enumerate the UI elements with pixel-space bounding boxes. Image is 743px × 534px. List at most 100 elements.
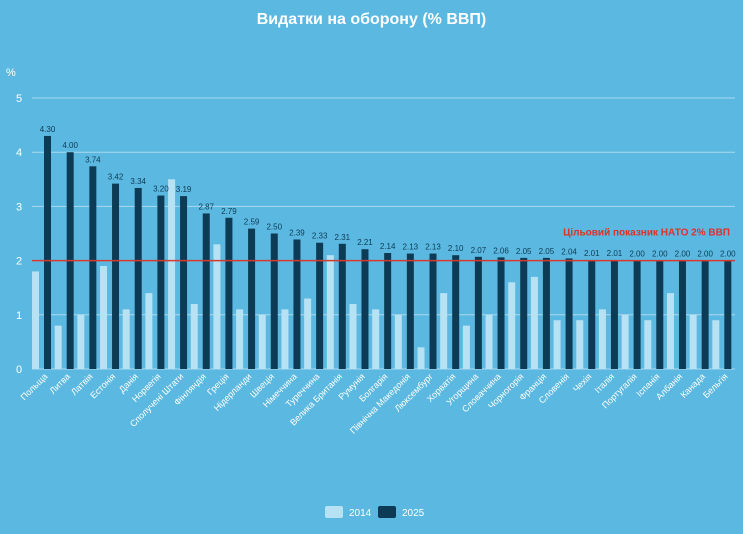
bar-2025 (678, 260, 686, 369)
bar-2025 (338, 243, 346, 369)
bar-2014 (621, 314, 629, 369)
bar-2025 (89, 166, 97, 369)
bar-2014 (213, 244, 221, 369)
data-label-2025: 2.50 (266, 223, 282, 232)
bar-2014 (644, 320, 652, 369)
y-axis-label: % (6, 67, 16, 79)
bar-2014 (530, 276, 538, 369)
bar-2014 (281, 309, 289, 369)
data-label-2025: 2.00 (697, 250, 713, 259)
bar-2025 (293, 239, 301, 369)
bar-2014 (394, 314, 402, 369)
bar-2025 (656, 260, 664, 369)
bar-2025 (202, 213, 210, 369)
data-label-2025: 2.07 (471, 246, 487, 255)
data-label-2025: 2.00 (675, 250, 691, 259)
data-label-2025: 2.05 (516, 247, 532, 256)
bar-2014 (190, 303, 198, 369)
data-label-2025: 2.10 (448, 244, 464, 253)
bar-2025 (406, 253, 414, 369)
legend-swatch-2025 (378, 506, 396, 518)
bar-2025 (474, 256, 482, 369)
bar-2025 (610, 260, 618, 369)
legend-swatch-2014 (325, 506, 343, 518)
bar-2025 (44, 135, 51, 369)
bar-2014 (440, 293, 448, 369)
bar-2025 (134, 187, 142, 369)
data-label-2025: 4.30 (40, 125, 56, 134)
bar-2014 (145, 293, 153, 369)
data-label-2025: 2.00 (629, 250, 645, 259)
data-label-2025: 2.06 (493, 246, 509, 255)
bar-2025 (225, 217, 233, 369)
bar-2014 (236, 309, 244, 369)
data-label-2025: 2.79 (221, 207, 237, 216)
bar-2014 (485, 314, 493, 369)
bar-2025 (542, 257, 550, 369)
bar-2025 (565, 258, 573, 369)
data-label-2025: 2.00 (720, 250, 736, 259)
bar-2025 (588, 260, 596, 369)
x-tick-label: Чехія (571, 371, 594, 394)
bar-2014 (326, 255, 334, 369)
bar-2014 (77, 314, 85, 369)
bar-2025 (248, 228, 256, 369)
data-label-2025: 2.87 (198, 202, 214, 211)
data-label-2025: 2.14 (380, 242, 396, 251)
data-label-2025: 2.01 (584, 249, 600, 258)
bar-2025 (497, 257, 505, 369)
bar-2014 (168, 179, 176, 369)
data-label-2025: 2.13 (425, 243, 441, 252)
y-tick-label: 2 (16, 256, 22, 268)
x-tick-label: Естонія (88, 371, 117, 400)
bar-2014 (553, 320, 561, 369)
legend-label-2014: 2014 (349, 508, 372, 519)
y-tick-label: 3 (16, 201, 22, 213)
bar-2025 (361, 249, 369, 369)
target-label: Цільовий показник НАТО 2% ВВП (563, 228, 730, 239)
bar-2014 (462, 325, 470, 369)
bar-2014 (598, 309, 606, 369)
bar-2014 (576, 320, 584, 369)
bar-2025 (633, 260, 641, 369)
bar-2014 (304, 298, 312, 369)
bar-2025 (384, 253, 392, 369)
bar-2014 (258, 314, 266, 369)
bar-2025 (112, 183, 120, 369)
x-tick-label: Литва (48, 371, 73, 396)
bar-2014 (32, 271, 39, 369)
data-label-2025: 3.20 (153, 185, 169, 194)
bar-2014 (100, 266, 108, 369)
data-label-2025: 2.01 (607, 249, 623, 258)
bar-2025 (270, 233, 278, 369)
bar-2025 (520, 257, 528, 369)
bar-2014 (666, 293, 674, 369)
bar-2025 (429, 253, 437, 369)
data-label-2025: 2.13 (403, 243, 419, 252)
bar-2025 (180, 196, 188, 369)
chart-title: Видатки на оборону (% ВВП) (256, 11, 487, 28)
bar-2025 (724, 260, 732, 369)
bar-2014 (349, 303, 357, 369)
bar-2014 (508, 282, 516, 369)
data-label-2025: 3.74 (85, 155, 101, 164)
data-label-2025: 3.19 (176, 185, 192, 194)
bar-2014 (372, 309, 380, 369)
data-label-2025: 2.39 (289, 228, 305, 237)
bar-2025 (157, 195, 165, 369)
data-label-2025: 2.59 (244, 218, 260, 227)
bar-2014 (712, 320, 720, 369)
data-label-2025: 4.00 (62, 141, 78, 150)
y-tick-label: 0 (16, 364, 22, 376)
data-label-2025: 2.00 (652, 250, 668, 259)
data-label-2025: 3.34 (130, 177, 146, 186)
data-label-2025: 2.21 (357, 238, 373, 247)
bar-2025 (701, 260, 709, 369)
y-tick-label: 5 (16, 93, 22, 105)
y-tick-label: 4 (16, 147, 22, 159)
bar-2014 (417, 347, 425, 369)
data-label-2025: 2.33 (312, 232, 328, 241)
legend-label-2025: 2025 (402, 508, 425, 519)
bar-2025 (452, 255, 460, 369)
